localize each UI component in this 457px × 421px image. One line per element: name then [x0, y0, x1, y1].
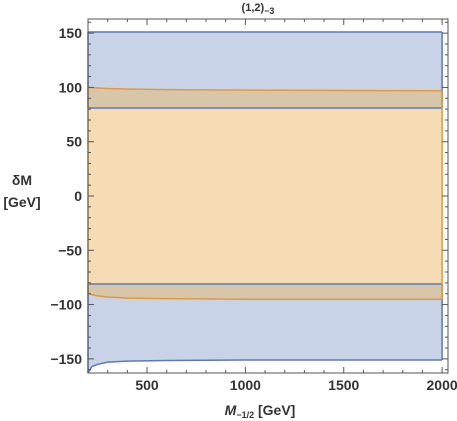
y-tick-label: 50: [66, 134, 82, 150]
y-axis-label-line2: [GeV]: [3, 194, 40, 210]
x-axis-ticks: 500 1000 1500 2000: [87, 19, 457, 393]
y-tick-label: −100: [50, 297, 82, 313]
y-tick-label: −150: [50, 351, 82, 367]
orange-boundary-top: [87, 86, 443, 92]
x-axis-label: M−1/2 [GeV]: [225, 402, 296, 420]
x-tick-label: 1000: [230, 377, 261, 393]
y-tick-label: 0: [74, 188, 82, 204]
x-tick-label: 500: [135, 377, 159, 393]
orange-region: [88, 87, 443, 300]
y-axis-label-line1: δM: [12, 172, 32, 188]
x-tick-label: 1500: [328, 377, 359, 393]
chart-title: (1,2)−3: [242, 2, 275, 16]
blue-boundary-bottom: [87, 359, 443, 374]
orange-boundary-bottom: [87, 292, 443, 300]
x-tick-label: 2000: [427, 377, 457, 393]
y-tick-label: 100: [59, 79, 83, 95]
overlap-band-lower: [88, 284, 443, 300]
y-axis-ticks: 150 100 50 0 −50 −100 −150: [50, 21, 448, 371]
y-tick-label: 150: [59, 25, 83, 41]
overlap-band-upper: [88, 87, 443, 108]
y-tick-label: −50: [58, 242, 82, 258]
plot-regions: [87, 31, 443, 374]
